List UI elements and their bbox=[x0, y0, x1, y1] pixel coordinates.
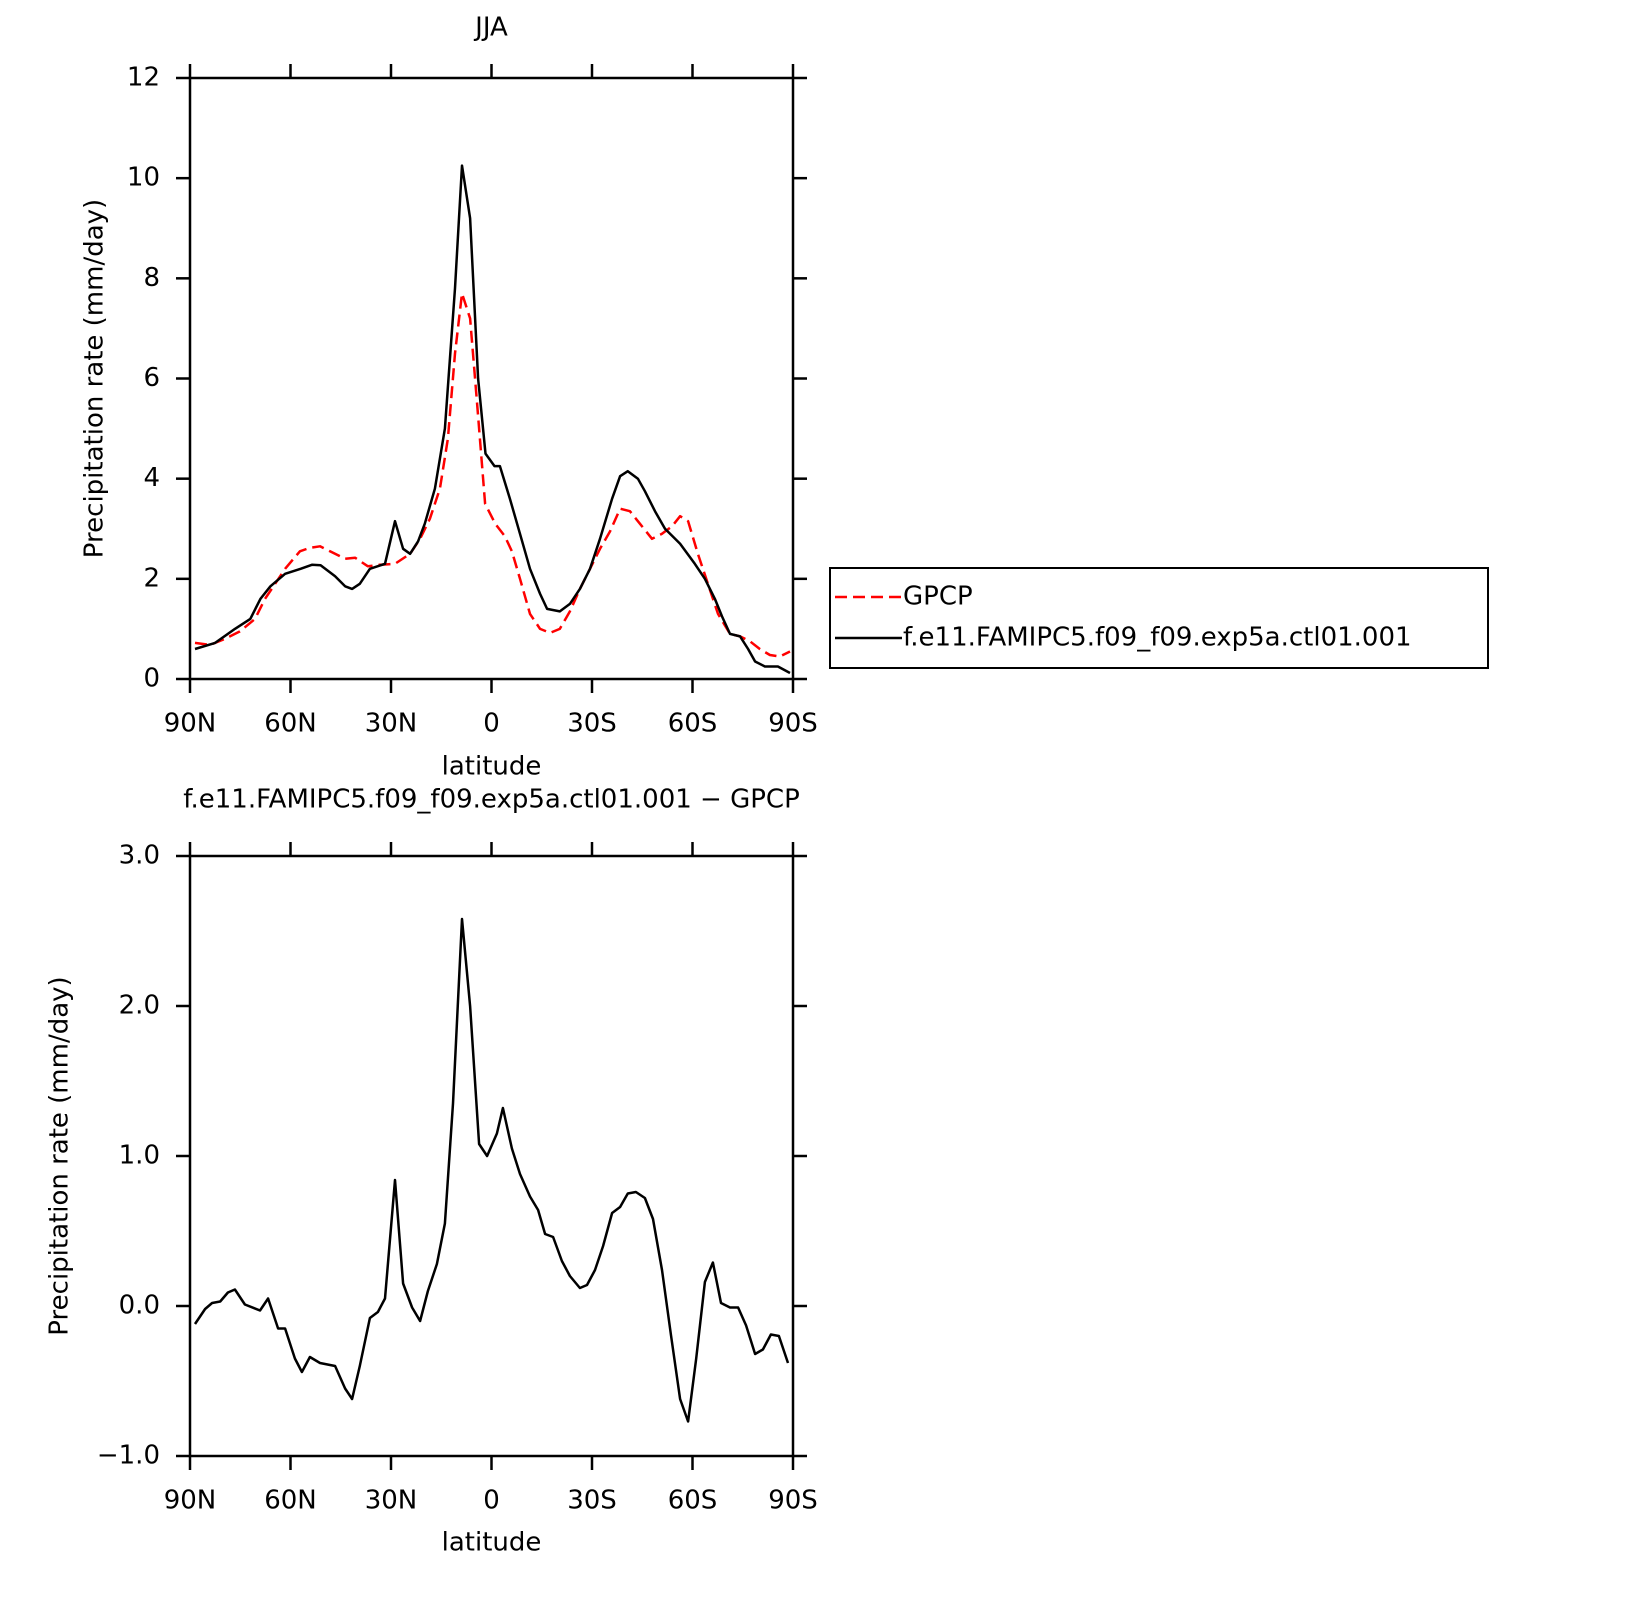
x-tick-label: 0 bbox=[483, 709, 500, 739]
legend-label: GPCP bbox=[903, 582, 973, 612]
x-tick-label: 60N bbox=[264, 709, 317, 739]
y-axis-label: Precipitation rate (mm/day) bbox=[45, 976, 75, 1335]
x-tick-label: 60S bbox=[668, 709, 718, 739]
x-tick-label: 0 bbox=[483, 1486, 500, 1516]
x-tick-label: 30N bbox=[365, 1486, 418, 1516]
x-tick-label: 60S bbox=[668, 1486, 718, 1516]
chart-title: f.e11.FAMIPC5.f09_f09.exp5a.ctl01.001 − … bbox=[183, 785, 800, 815]
y-tick-label: −1.0 bbox=[97, 1441, 160, 1471]
x-axis-label: latitude bbox=[442, 752, 542, 782]
y-tick-label: 10 bbox=[127, 163, 160, 193]
y-tick-label: 0 bbox=[143, 664, 160, 694]
y-tick-label: 3.0 bbox=[119, 841, 160, 871]
x-tick-label: 60N bbox=[264, 1486, 317, 1516]
y-tick-label: 2 bbox=[143, 563, 160, 593]
data-line bbox=[193, 917, 790, 1423]
y-tick-label: 2.0 bbox=[119, 991, 160, 1021]
x-tick-label: 90N bbox=[164, 709, 217, 739]
plot-frame bbox=[188, 76, 795, 681]
data-line bbox=[194, 164, 791, 675]
plot-frame bbox=[188, 854, 795, 1458]
y-tick-label: 6 bbox=[143, 363, 160, 393]
y-axis-label: Precipitation rate (mm/day) bbox=[80, 199, 110, 558]
legend-label: f.e11.FAMIPC5.f09_f09.exp5a.ctl01.001 bbox=[903, 623, 1412, 653]
legend-box bbox=[829, 567, 1489, 669]
chart-title: JJA bbox=[473, 13, 508, 43]
x-tick-label: 30S bbox=[567, 1486, 617, 1516]
y-tick-label: 1.0 bbox=[119, 1141, 160, 1171]
x-tick-label: 90N bbox=[164, 1486, 217, 1516]
y-tick-label: 4 bbox=[143, 463, 160, 493]
x-tick-label: 90S bbox=[768, 1486, 818, 1516]
x-tick-label: 30S bbox=[567, 709, 617, 739]
y-tick-label: 0.0 bbox=[119, 1291, 160, 1321]
x-tick-label: 30N bbox=[365, 709, 418, 739]
data-line bbox=[194, 292, 791, 658]
y-tick-label: 12 bbox=[127, 63, 160, 93]
x-axis-label: latitude bbox=[442, 1528, 542, 1558]
y-tick-label: 8 bbox=[143, 263, 160, 293]
x-tick-label: 90S bbox=[768, 709, 818, 739]
